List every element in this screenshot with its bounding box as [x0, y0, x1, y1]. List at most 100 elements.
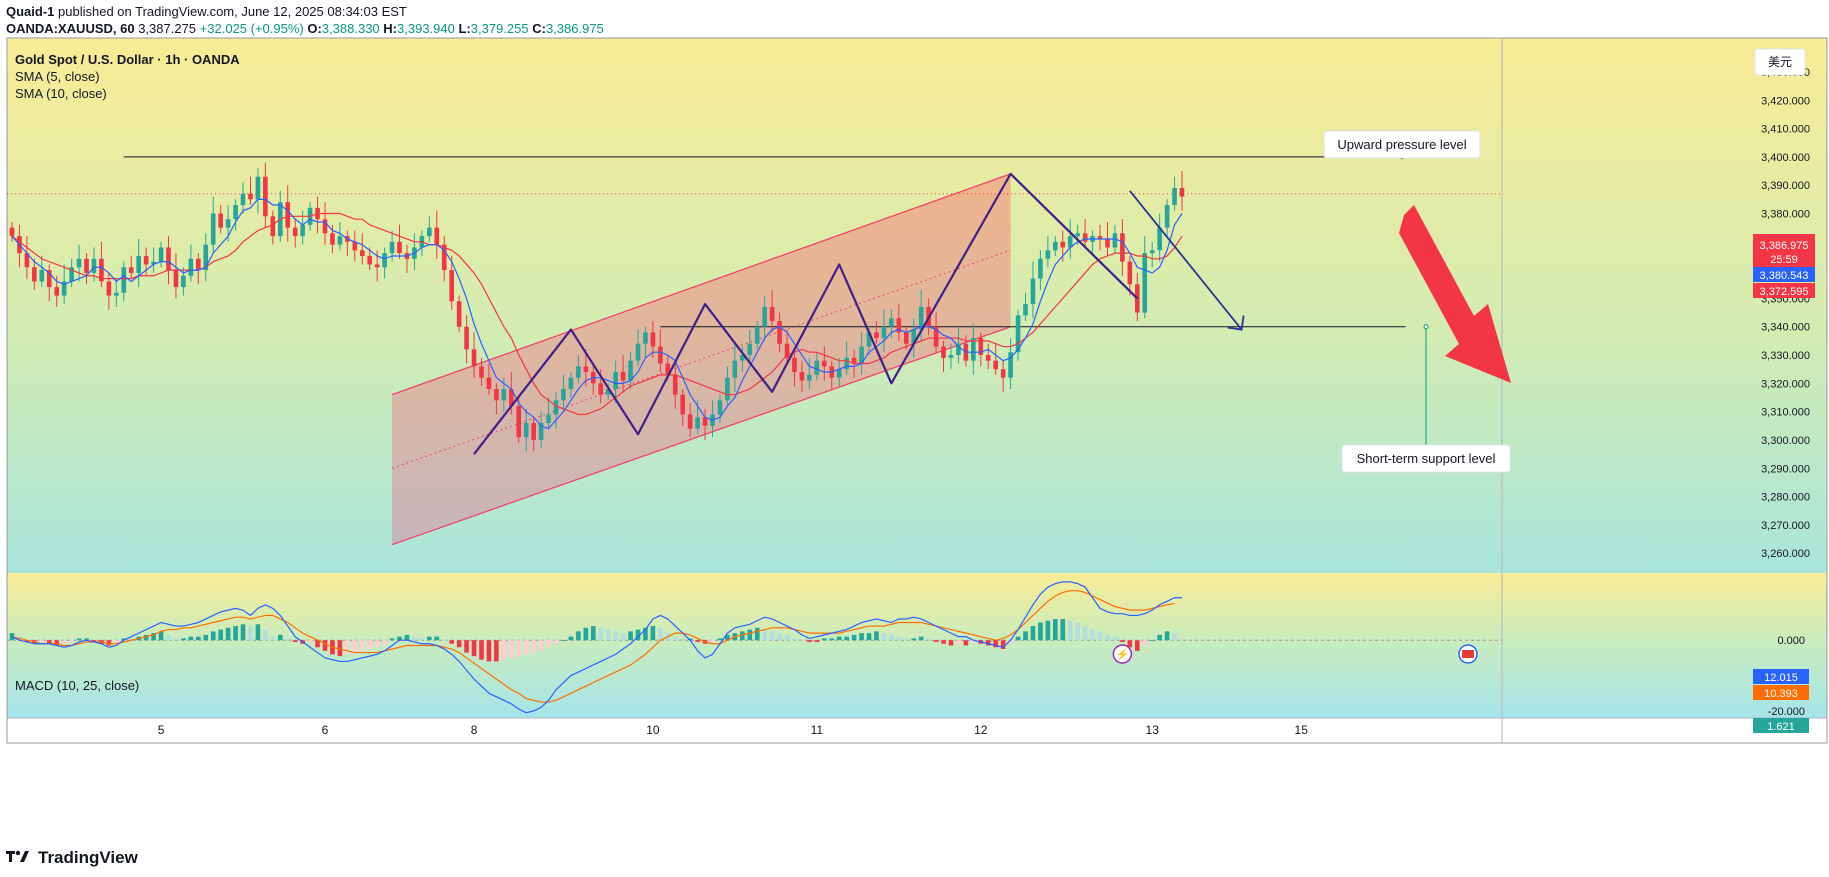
macd-histogram-bar	[337, 640, 343, 657]
macd-histogram-bar	[754, 627, 760, 641]
macd-histogram-bar	[851, 634, 857, 641]
macd-pane-background	[7, 573, 1827, 718]
macd-histogram-bar	[69, 640, 74, 642]
macd-histogram-bar	[747, 629, 753, 641]
channel-fill	[392, 173, 1011, 545]
macd-histogram-bar	[1164, 631, 1170, 641]
candle-body	[136, 255, 141, 273]
zigzag-pattern-line[interactable]	[473, 172, 1139, 455]
price-tick-label: 3,310.000	[1761, 407, 1810, 419]
macd-histogram-bar	[993, 640, 999, 648]
candle-body	[531, 422, 536, 440]
macd-value-label: 12.015	[1764, 672, 1798, 684]
candle-body	[322, 219, 328, 234]
macd-histogram-bar	[434, 636, 440, 641]
candle-body	[54, 287, 60, 296]
high-label: H:	[383, 21, 398, 36]
candle-body	[1075, 233, 1080, 237]
candle-body	[188, 258, 194, 276]
time-tick-label: 11	[811, 723, 824, 737]
macd-line[interactable]	[11, 581, 1183, 714]
upward-pressure-callout[interactable]	[1323, 130, 1481, 159]
candle-body	[486, 377, 492, 390]
macd-histogram-bar	[643, 627, 648, 641]
sma10-legend[interactable]: SMA (10, close)	[15, 86, 107, 101]
macd-histogram-bar	[561, 640, 566, 641]
forecast-arrow-line[interactable]	[1129, 190, 1243, 331]
macd-histogram-bar	[971, 640, 976, 642]
macd-histogram-bar	[307, 640, 313, 642]
macd-histogram-bar	[39, 640, 45, 642]
macd-histogram-bar	[717, 638, 723, 641]
macd-histogram-bar	[620, 633, 626, 641]
candle-body	[225, 219, 231, 228]
macd-histogram-bar	[188, 636, 194, 641]
candle-body	[218, 213, 223, 228]
macd-histogram-bar	[710, 640, 715, 642]
macd-histogram-bar	[151, 633, 156, 641]
candle-body	[397, 241, 402, 254]
support-anchor	[1423, 324, 1429, 330]
candle-body	[814, 360, 820, 375]
candle-body	[918, 306, 924, 330]
macd-histogram-bar	[1008, 640, 1013, 644]
macd-histogram-bar	[24, 640, 30, 642]
chart-frame	[6, 37, 1828, 744]
candle-body	[605, 389, 611, 395]
candle-body	[464, 326, 469, 350]
macd-histogram-bar	[389, 638, 395, 641]
price-tick-label: 3,280.000	[1761, 492, 1810, 504]
macd-legend[interactable]: MACD (10, 25, close)	[15, 678, 139, 693]
candle-body	[583, 366, 589, 373]
sma10-line[interactable]	[11, 212, 1183, 416]
macd-histogram-bar	[352, 640, 358, 653]
macd-histogram-bar	[1157, 634, 1162, 641]
macd-histogram-bar	[650, 626, 656, 641]
candle-body	[889, 318, 894, 327]
candle-body	[479, 366, 484, 378]
currency-button-label[interactable]: 美元	[1768, 55, 1792, 69]
macd-histogram-bar	[1053, 618, 1058, 641]
bearish-arrow-icon[interactable]	[1399, 205, 1511, 383]
channel-lower-line[interactable]	[391, 326, 1011, 546]
macd-histogram-bar	[635, 629, 641, 641]
candle-body	[46, 270, 52, 288]
candle-body	[1127, 261, 1133, 285]
macd-histogram-bar	[889, 634, 894, 641]
candle-body	[523, 422, 529, 438]
tradingview-logo-icon[interactable]	[6, 848, 32, 868]
macd-histogram-bar	[628, 631, 633, 641]
macd-histogram-bar	[1023, 631, 1028, 641]
countdown-label: 25:59	[1770, 254, 1798, 266]
low-label: L:	[458, 21, 471, 36]
macd-histogram-bar	[740, 631, 745, 641]
sma5-legend[interactable]: SMA (5, close)	[15, 69, 100, 84]
macd-histogram-bar	[933, 640, 939, 642]
currency-button[interactable]	[1754, 48, 1806, 76]
candle-body	[441, 244, 447, 271]
time-tick-label: 8	[471, 723, 478, 737]
candle-body	[166, 247, 171, 271]
channel-upper-line[interactable]	[391, 173, 1011, 396]
candle-body	[933, 326, 939, 347]
sma5-line[interactable]	[11, 198, 1183, 430]
macd-histogram-bar	[1127, 640, 1133, 648]
macd-signal-line[interactable]	[11, 590, 1175, 703]
support-callout[interactable]	[1341, 444, 1511, 473]
candle-body	[836, 369, 842, 378]
publisher-name[interactable]: Quaid-1	[6, 4, 55, 19]
last-price-badge	[1753, 234, 1815, 272]
macd-histogram-bar	[1000, 640, 1006, 650]
candle-body	[1038, 258, 1043, 279]
macd-histogram-bar	[1067, 620, 1073, 641]
price-tick-label: 3,260.000	[1761, 548, 1810, 560]
candle-body	[613, 372, 618, 390]
price-change: +32.025 (+0.95%)	[199, 21, 304, 36]
dividend-event-icon[interactable]	[1112, 644, 1133, 664]
candle-body	[717, 400, 723, 415]
candle-body	[69, 267, 74, 282]
macd-tick-label: -20.000	[1768, 706, 1805, 718]
high-value: 3,393.940	[397, 21, 455, 36]
candle-body	[210, 213, 216, 245]
